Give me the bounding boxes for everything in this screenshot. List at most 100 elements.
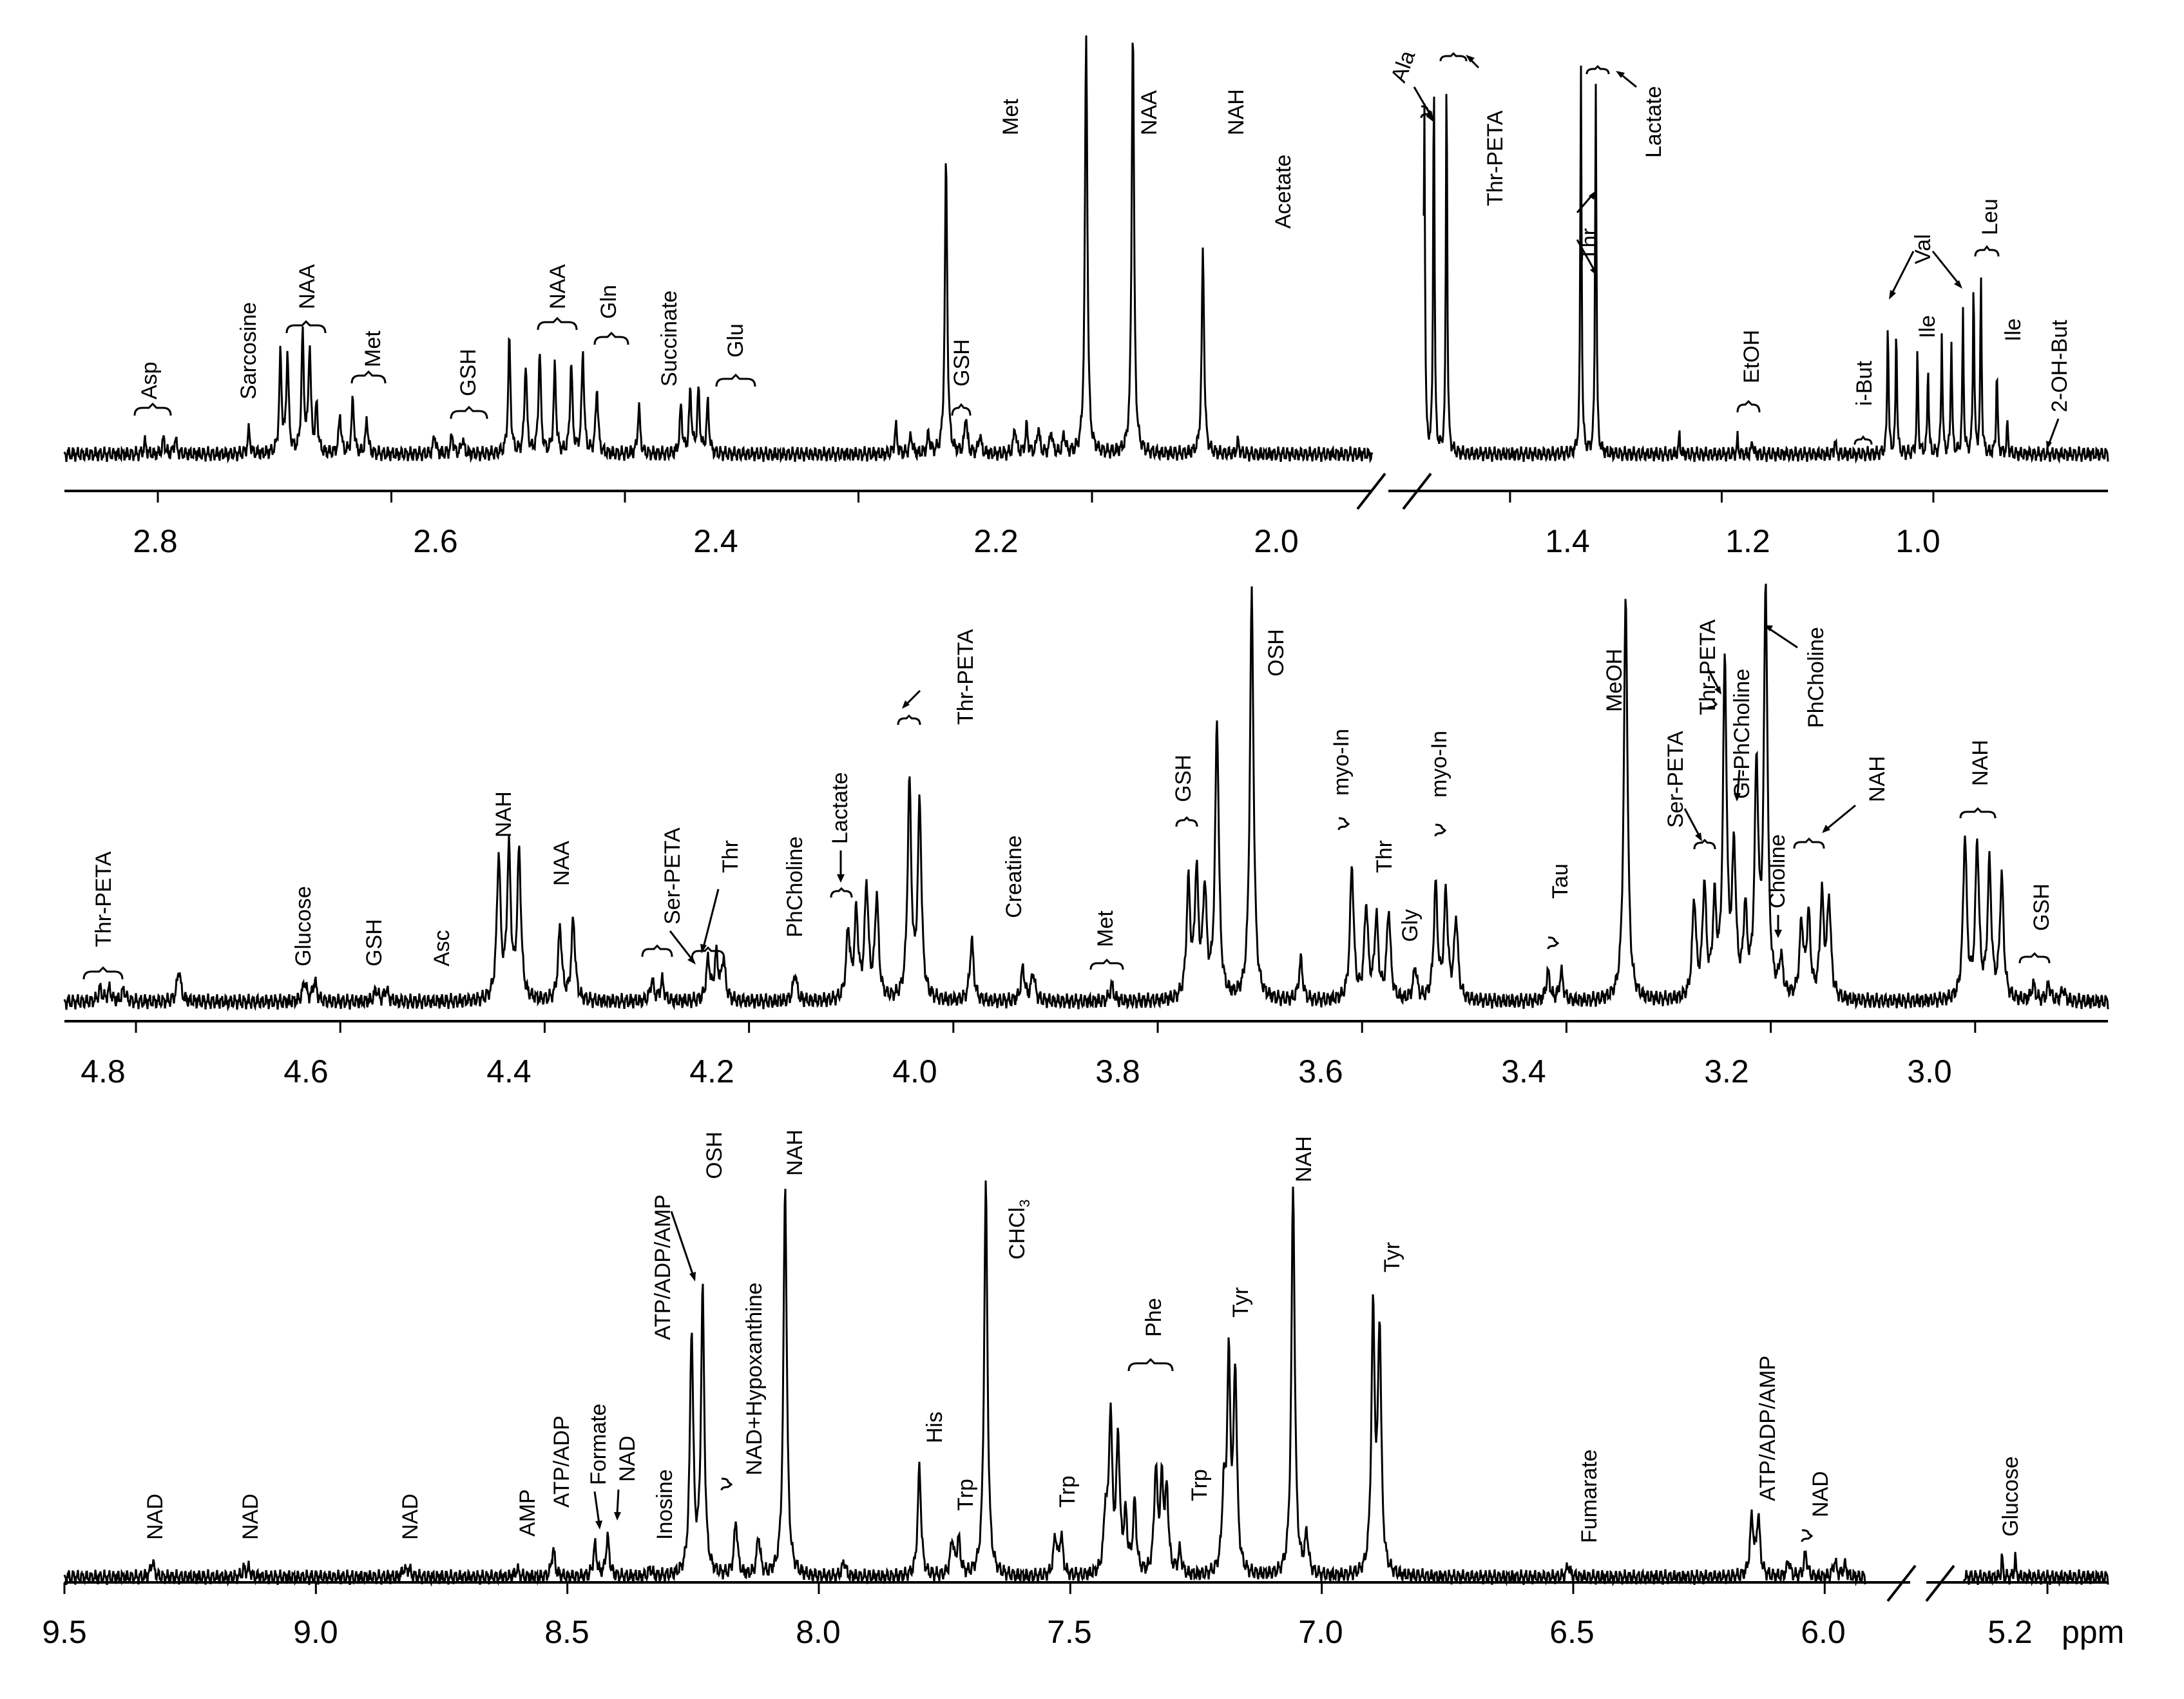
peak-label: 2-OH-But <box>2047 320 2072 412</box>
arrow <box>2047 418 2060 445</box>
peak-label: His <box>923 1412 947 1443</box>
arrow <box>593 1491 600 1524</box>
peak-label: GSH <box>1171 754 1196 802</box>
arrow <box>1707 669 1720 690</box>
peak-label: ATP/ADP <box>550 1416 574 1508</box>
chcl3-label: CHCl <box>1005 1207 1030 1260</box>
arrow <box>1683 808 1701 837</box>
bracket <box>691 946 725 959</box>
peak-label: Lactate <box>828 772 852 844</box>
arrowhead <box>2046 441 2052 450</box>
bracket <box>641 944 673 957</box>
tick-label: 4.6 <box>283 1053 329 1089</box>
peak-label: NAH <box>1968 740 1993 786</box>
arrowhead <box>902 700 910 709</box>
arrowhead <box>1695 832 1702 841</box>
peak-label: Gly <box>1398 909 1422 942</box>
bracket <box>2018 952 2051 964</box>
peak-label: NAH <box>783 1129 807 1176</box>
bracket <box>1793 837 1825 849</box>
tick-label: 3.6 <box>1298 1053 1343 1089</box>
tick-label: 3.2 <box>1704 1053 1749 1089</box>
peak-label: Tyr <box>1229 1287 1253 1318</box>
peak-label: Glucose <box>291 886 316 966</box>
tick-label: 4.0 <box>892 1053 937 1089</box>
peak-label: NAD <box>615 1435 640 1482</box>
peak-label: Ile <box>2001 318 2026 341</box>
axis-break-mark <box>1402 472 1432 510</box>
peak-label: Lactate <box>1642 86 1666 158</box>
peak-label: MeOH <box>1602 649 1627 712</box>
arrowhead <box>1714 686 1721 695</box>
peak-label: GSH <box>456 349 481 396</box>
bracket <box>593 331 629 345</box>
peak-label: NAA <box>1137 90 1162 135</box>
peak-label: Gl-PhCholine <box>1730 669 1754 799</box>
tick-label: 2.4 <box>693 523 738 559</box>
bracket <box>1127 1358 1174 1372</box>
peak-label: NAH <box>1292 1136 1316 1182</box>
bracket <box>1547 936 1560 950</box>
peak-label: ATP/ADP/AMP <box>651 1195 675 1340</box>
tick-labels-p3: 9.5 9.0 8.5 8.0 7.5 7.0 6.5 6.0 5.2 ppm <box>42 1614 2124 1650</box>
arrow <box>1891 251 1915 294</box>
arrowhead <box>1954 280 1962 289</box>
bracket <box>897 714 921 725</box>
arrowhead <box>837 874 845 883</box>
arrow <box>1768 627 1798 649</box>
peak-label: NAA <box>295 264 320 309</box>
arrowhead <box>614 1512 621 1521</box>
peak-label: Ala <box>1386 47 1421 85</box>
peak-label: GSH <box>362 919 387 966</box>
peak-label: CHCl3 <box>1005 1200 1033 1260</box>
peak-label: Ser-PETA <box>1663 731 1688 828</box>
arrow <box>702 888 720 948</box>
spectrum-trace-p1-left <box>63 35 1374 464</box>
arrowhead <box>1426 113 1434 122</box>
peak-label: Asc <box>430 930 454 966</box>
arrow <box>1736 769 1741 796</box>
bracket <box>1854 435 1873 445</box>
tick-label: 2.0 <box>1254 523 1299 559</box>
bracket <box>82 966 124 980</box>
tick-label: 6.5 <box>1549 1614 1595 1650</box>
peak-label: NAH <box>492 791 516 838</box>
spectrum-trace-p1-right <box>1422 65 2109 465</box>
peak-label: Thr-PETA <box>953 629 978 725</box>
peak-label: NAH <box>1865 756 1890 802</box>
peak-label: Asp <box>137 361 162 399</box>
peak-annotations-p3: NAD NAD NAD AMP ATP/ADP Formate NAD Inos… <box>143 1129 2023 1543</box>
peak-label: Phe <box>1142 1298 1166 1338</box>
arrow <box>1576 239 1596 271</box>
bracket <box>720 1477 733 1491</box>
tick-label: 8.0 <box>796 1614 841 1650</box>
tick-label: 1.4 <box>1545 523 1590 559</box>
tick-label: 7.5 <box>1047 1614 1092 1650</box>
arrowhead <box>1734 793 1741 802</box>
peak-label: Succinate <box>657 291 682 387</box>
tick-labels-p1: 2.8 2.6 2.4 2.2 2.0 1.4 1.2 1.0 <box>133 523 1940 559</box>
tick-label: 1.0 <box>1895 523 1940 559</box>
peak-label: Thr-PETA <box>1696 619 1720 715</box>
arrowhead <box>687 956 696 965</box>
bracket <box>1959 807 1997 819</box>
peak-label: Trp <box>953 1479 978 1511</box>
arrowhead <box>1616 71 1625 78</box>
arrowhead <box>1764 625 1773 631</box>
peak-label: Ser-PETA <box>660 827 685 925</box>
bracket <box>1585 64 1610 75</box>
peak-label: Tau <box>1548 863 1573 899</box>
arrow <box>616 1489 620 1515</box>
peak-label: Thr-PETA <box>1483 110 1508 206</box>
bracket <box>1175 816 1198 827</box>
bracket <box>1439 52 1468 62</box>
tick-label: 2.2 <box>973 523 1019 559</box>
bracket <box>1337 817 1350 830</box>
bracket <box>1706 698 1718 710</box>
peak-label: i-But <box>1852 361 1877 406</box>
arrowhead <box>1774 930 1782 938</box>
peak-label: Met <box>999 99 1023 135</box>
bracket <box>1736 399 1761 413</box>
tick-label: 4.2 <box>689 1053 734 1089</box>
